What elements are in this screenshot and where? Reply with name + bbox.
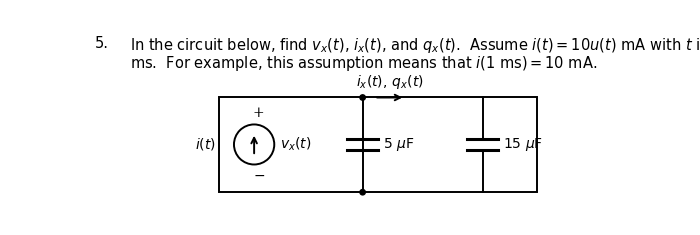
- Circle shape: [360, 189, 365, 195]
- Circle shape: [360, 95, 365, 100]
- Text: 5 $\mu$F: 5 $\mu$F: [383, 136, 414, 153]
- Text: $i(t)$: $i(t)$: [195, 137, 216, 153]
- Text: $v_x(t)$: $v_x(t)$: [281, 136, 312, 153]
- Text: 5.: 5.: [95, 36, 109, 51]
- Text: $i_x(t),\, q_x(t)$: $i_x(t),\, q_x(t)$: [356, 73, 424, 90]
- Text: +: +: [253, 106, 265, 120]
- Text: ms.  For example, this assumption means that $i(1$ ms$) = 10$ mA.: ms. For example, this assumption means t…: [130, 54, 597, 73]
- Text: $-$: $-$: [253, 168, 265, 182]
- Text: In the circuit below, find $v_x(t)$, $i_x(t)$, and $q_x(t)$.  Assume $i(t) = 10u: In the circuit below, find $v_x(t)$, $i_…: [130, 36, 700, 55]
- Text: 15 $\mu$F: 15 $\mu$F: [503, 136, 543, 153]
